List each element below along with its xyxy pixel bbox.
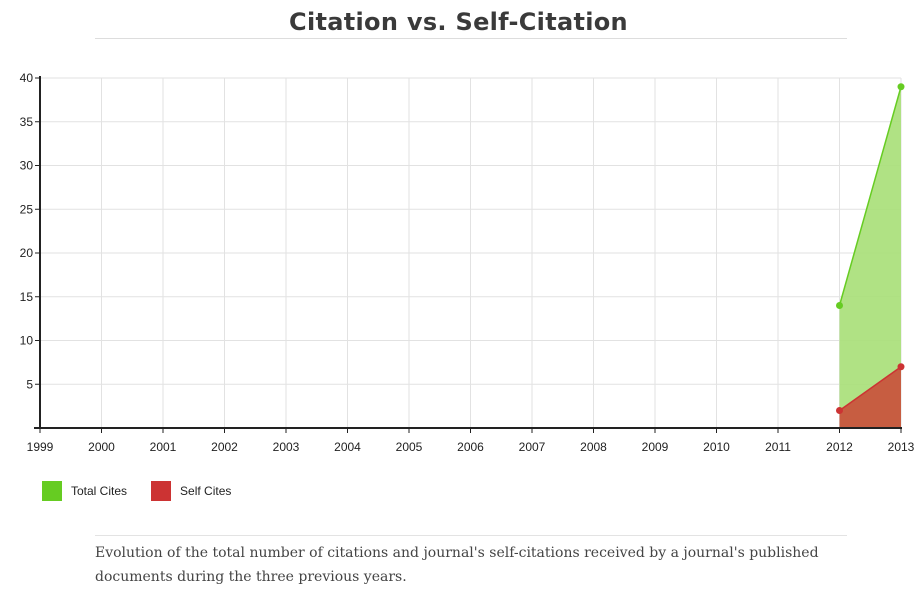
title-divider [95, 38, 847, 39]
series-line-0 [838, 86, 902, 306]
x-tick-label: 2003 [273, 440, 300, 454]
x-tick-label: 2002 [211, 440, 238, 454]
x-tick-label: 2013 [888, 440, 915, 454]
y-tick-label: 15 [20, 290, 34, 304]
series-line-1 [839, 366, 902, 412]
legend-swatch-self-cites [151, 481, 172, 501]
x-tick-label: 2012 [826, 440, 853, 454]
x-tick-label: 2005 [396, 440, 423, 454]
description-divider [95, 535, 847, 536]
legend-item-total-cites[interactable]: Total Cites [42, 481, 127, 501]
legend-label-self-cites: Self Cites [180, 484, 232, 498]
x-tick-label: 2009 [642, 440, 669, 454]
x-tick-label: 2000 [88, 440, 115, 454]
x-tick-label: 2008 [580, 440, 607, 454]
x-tick-label: 2011 [765, 440, 791, 454]
data-point[interactable] [897, 363, 905, 371]
series-area-0 [839, 86, 901, 428]
chart-title: Citation vs. Self-Citation [289, 8, 628, 36]
grid-lines [40, 77, 902, 428]
axes [34, 76, 902, 433]
data-point[interactable] [836, 407, 843, 414]
data-point[interactable] [836, 302, 843, 309]
legend-item-self-cites[interactable]: Self Cites [151, 481, 231, 501]
y-tick-label: 10 [20, 334, 34, 348]
series-area-1 [839, 366, 901, 428]
x-tick-label: 2010 [703, 440, 730, 454]
x-tick-label: 1999 [27, 440, 54, 454]
citation-chart: 5 10 15 20 25 30 35 40 1999 2000 2001 2002 2003 2004 2… [20, 71, 915, 454]
tick-labels: 5 10 15 20 25 30 35 40 1999 2000 2001 2002 2003 2004 2… [20, 71, 915, 454]
y-tick-label: 40 [20, 71, 34, 85]
y-tick-label: 30 [20, 159, 34, 173]
data-point[interactable] [897, 83, 905, 91]
legend-label-total-cites: Total Cites [71, 484, 128, 498]
y-tick-label: 20 [20, 246, 34, 260]
y-tick-label: 25 [20, 202, 34, 216]
legend: Total Cites Self Cites [42, 481, 255, 501]
x-tick-label: 2001 [150, 440, 177, 454]
chart-description: Evolution of the total number of citatio… [95, 545, 819, 585]
y-tick-label: 35 [20, 115, 34, 129]
y-tick-label: 5 [26, 377, 33, 391]
x-tick-label: 2007 [519, 440, 546, 454]
legend-swatch-total-cites [42, 481, 62, 501]
series-areas [838, 86, 902, 428]
x-tick-label: 2004 [334, 440, 361, 454]
series-points [836, 83, 905, 414]
x-tick-label: 2006 [457, 440, 484, 454]
